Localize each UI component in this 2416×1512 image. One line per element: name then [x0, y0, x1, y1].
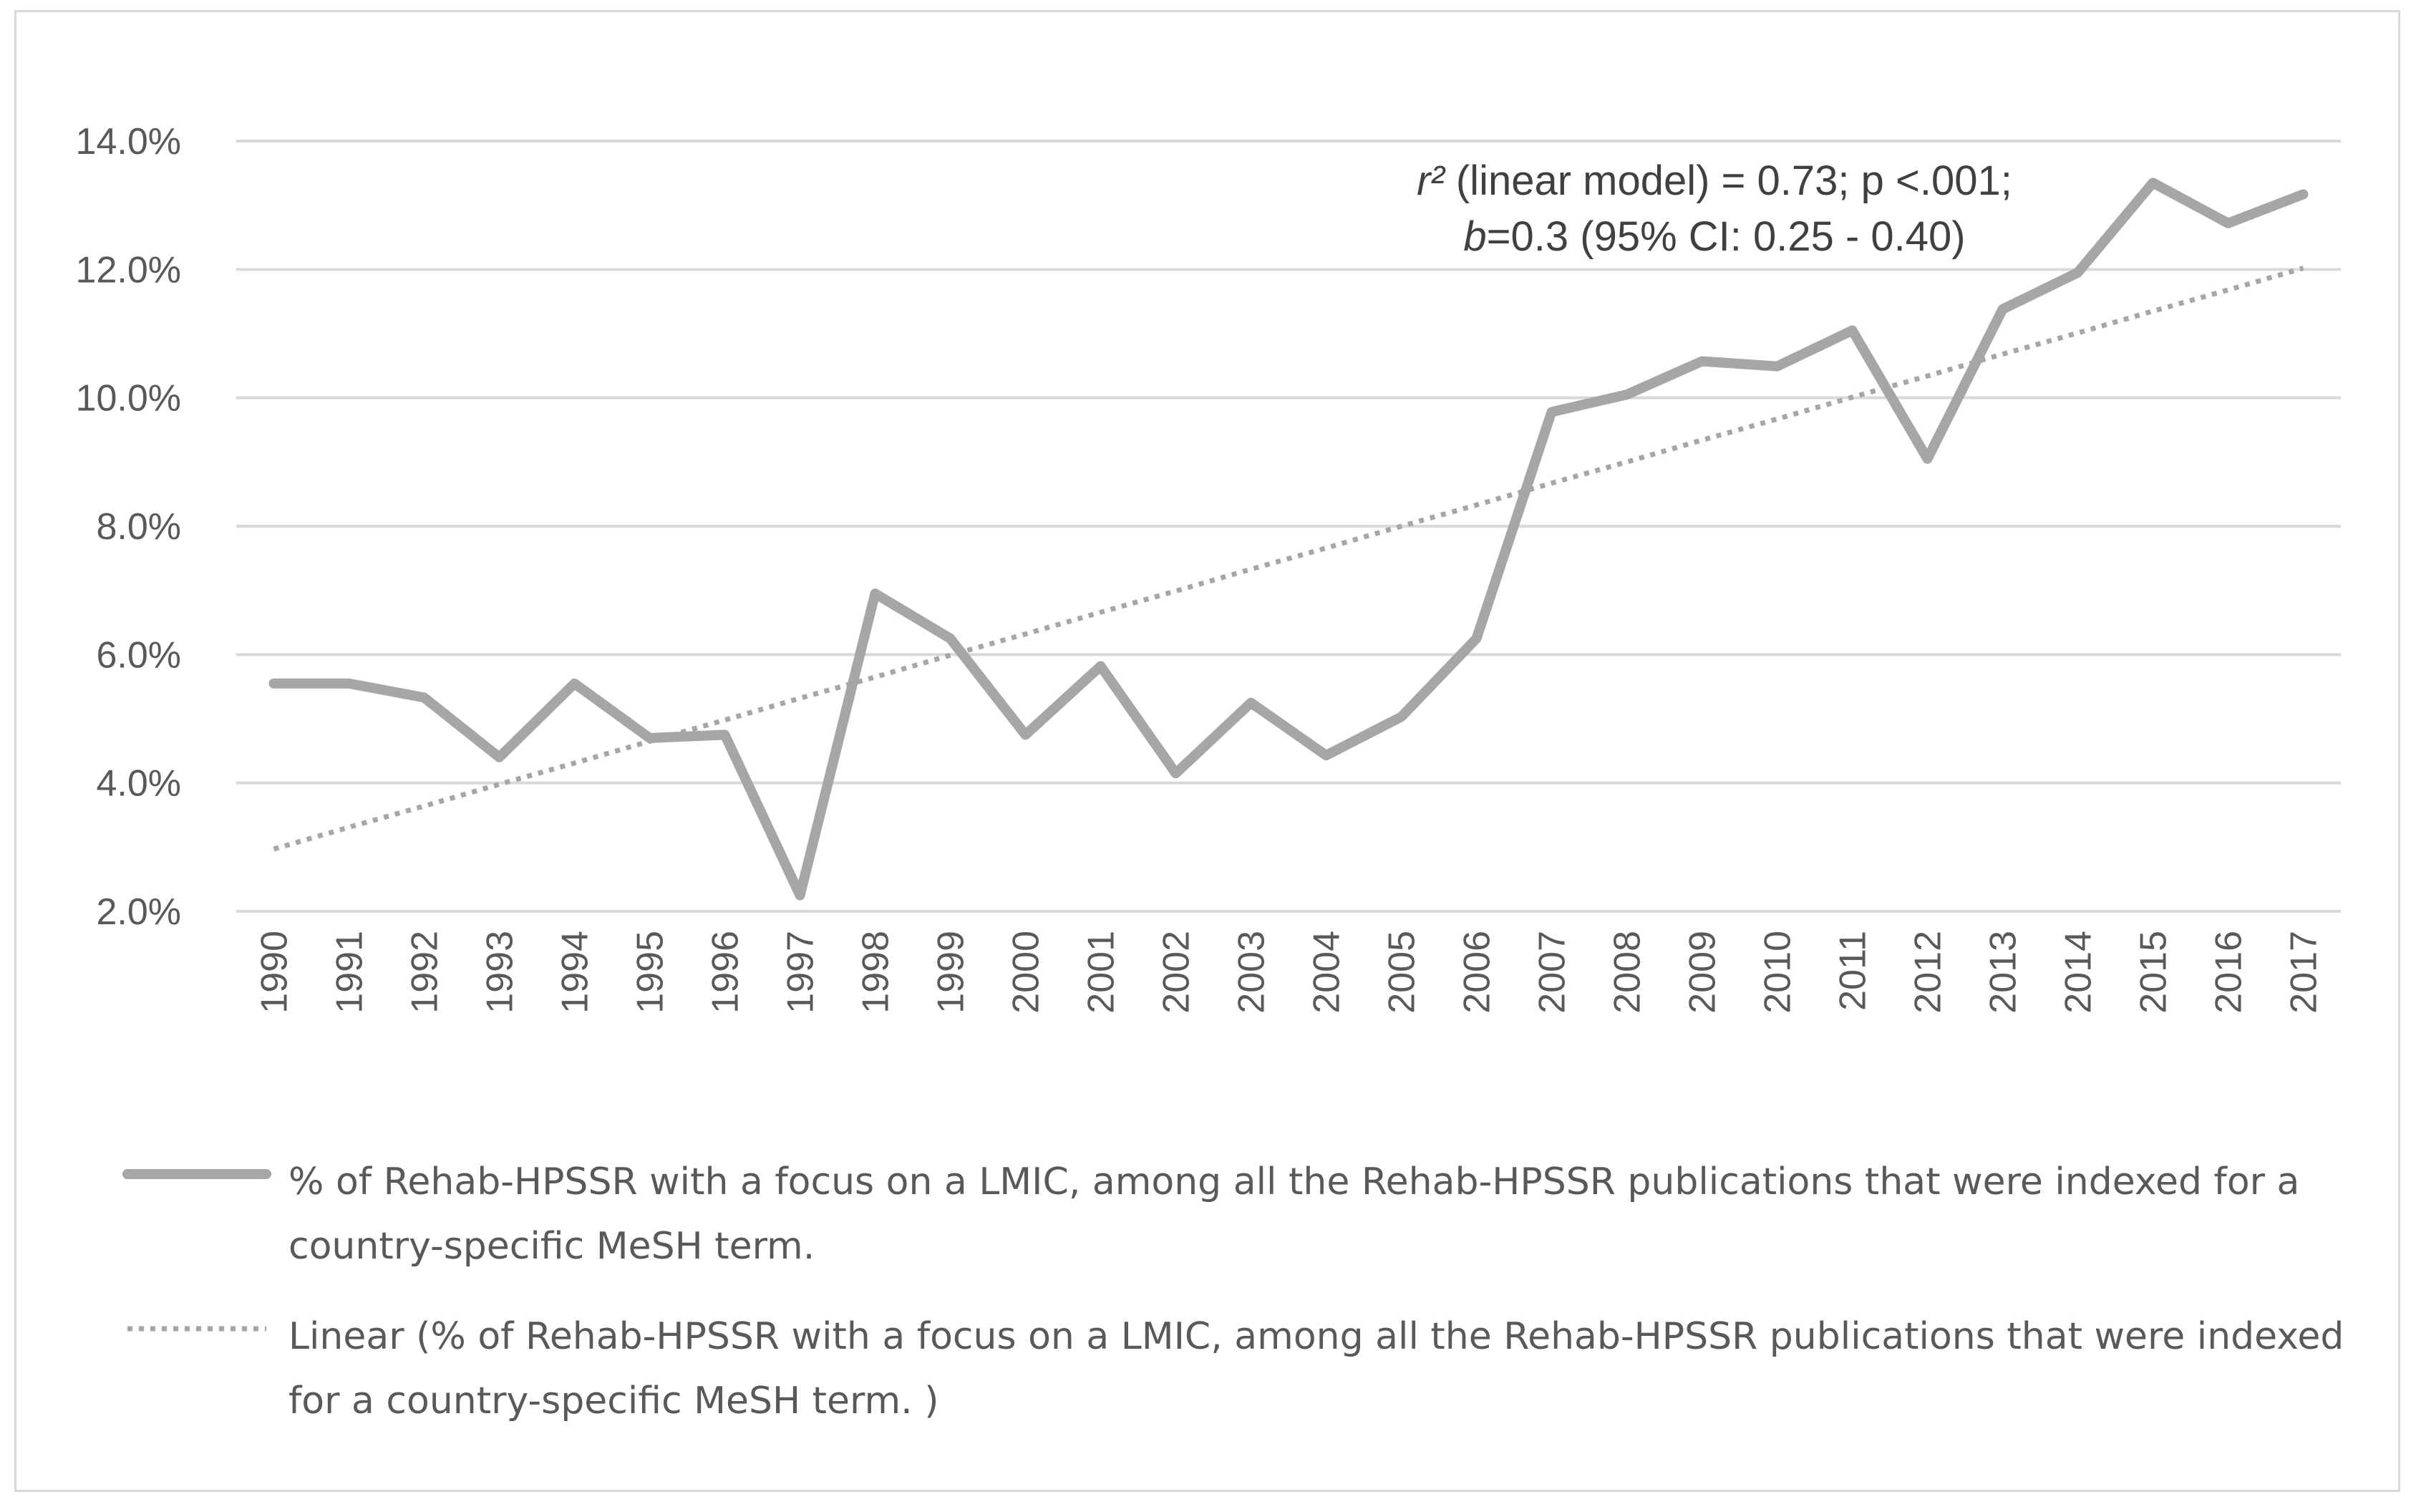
legend-label-series: % of Rehab-HPSSR with a focus on a LMIC,… — [288, 1160, 2300, 1268]
y-tick-label: 2.0% — [96, 891, 181, 933]
x-tick-label: 2017 — [2284, 931, 2325, 1014]
legend-label-trendline: Linear (% of Rehab-HPSSR with a focus on… — [288, 1315, 2344, 1423]
x-tick-label: 2008 — [1607, 931, 1649, 1014]
x-tick-label: 1996 — [705, 931, 747, 1014]
x-axis-ticks: 1990 1991 1992 1993 1994 1995 1996 1997 1998 1999… — [254, 931, 2325, 1014]
x-tick-label: 1997 — [780, 931, 822, 1014]
x-tick-label: 2011 — [1833, 931, 1874, 1011]
x-tick-label: 1994 — [555, 931, 596, 1014]
y-tick-label: 4.0% — [96, 763, 181, 805]
trendline-series — [273, 266, 2304, 852]
y-tick-label: 12.0% — [76, 249, 181, 291]
x-tick-label: 2005 — [1382, 931, 1423, 1014]
x-tick-label: 2001 — [1081, 931, 1122, 1014]
legend-item-trendline: Linear (% of Rehab-HPSSR with a focus on… — [122, 1307, 2377, 1450]
annotation-b: b — [1463, 213, 1486, 260]
x-tick-label: 2012 — [1908, 931, 1949, 1014]
x-tick-label: 2015 — [2133, 931, 2175, 1014]
x-tick-label: 1999 — [931, 931, 972, 1014]
x-tick-label: 2004 — [1306, 931, 1348, 1014]
y-tick-label: 10.0% — [76, 378, 181, 420]
annotation-line-1: r² (linear model) = 0.73; p <.001; — [1417, 158, 2012, 204]
gridlines — [236, 140, 2341, 913]
annotation-r-squared: r² — [1417, 158, 1446, 204]
x-tick-label: 2007 — [1532, 931, 1573, 1014]
legend-item-series: % of Rehab-HPSSR with a focus on a LMIC,… — [122, 1153, 2377, 1296]
x-tick-label: 1991 — [329, 931, 371, 1014]
x-tick-label: 2000 — [1006, 931, 1047, 1014]
x-tick-label: 1990 — [254, 931, 296, 1014]
series-layer — [268, 178, 2309, 901]
annotation-line-1-text: (linear model) = 0.73; p <.001; — [1445, 158, 2012, 204]
y-tick-label: 6.0% — [96, 634, 181, 676]
x-tick-label: 1995 — [630, 931, 671, 1014]
x-tick-label: 2009 — [1682, 931, 1724, 1014]
y-tick-label: 14.0% — [76, 121, 181, 163]
legend-swatch-solid — [122, 1169, 271, 1179]
x-tick-label: 2014 — [2058, 931, 2100, 1014]
legend-swatch-dotted — [127, 1326, 266, 1332]
annotation-line-2-text: =0.3 (95% CI: 0.25 - 0.40) — [1487, 213, 1966, 260]
x-tick-label: 2013 — [1983, 931, 2024, 1014]
annotation-line-2: b=0.3 (95% CI: 0.25 - 0.40) — [1463, 213, 1965, 260]
x-tick-label: 2010 — [1757, 931, 1799, 1014]
x-tick-label: 2003 — [1231, 931, 1273, 1014]
data-series-line — [268, 178, 2309, 901]
x-tick-label: 1992 — [404, 931, 446, 1014]
y-axis-ticks: 2.0% 4.0% 6.0% 8.0% 10.0% 12.0% 14.0% — [76, 121, 181, 933]
y-tick-label: 8.0% — [96, 506, 181, 548]
chart-frame — [14, 10, 2400, 1492]
x-tick-label: 2016 — [2208, 931, 2250, 1014]
x-tick-label: 2006 — [1457, 931, 1498, 1014]
x-tick-label: 1998 — [855, 931, 897, 1014]
x-tick-label: 1993 — [480, 931, 521, 1014]
x-tick-label: 2002 — [1156, 931, 1198, 1014]
